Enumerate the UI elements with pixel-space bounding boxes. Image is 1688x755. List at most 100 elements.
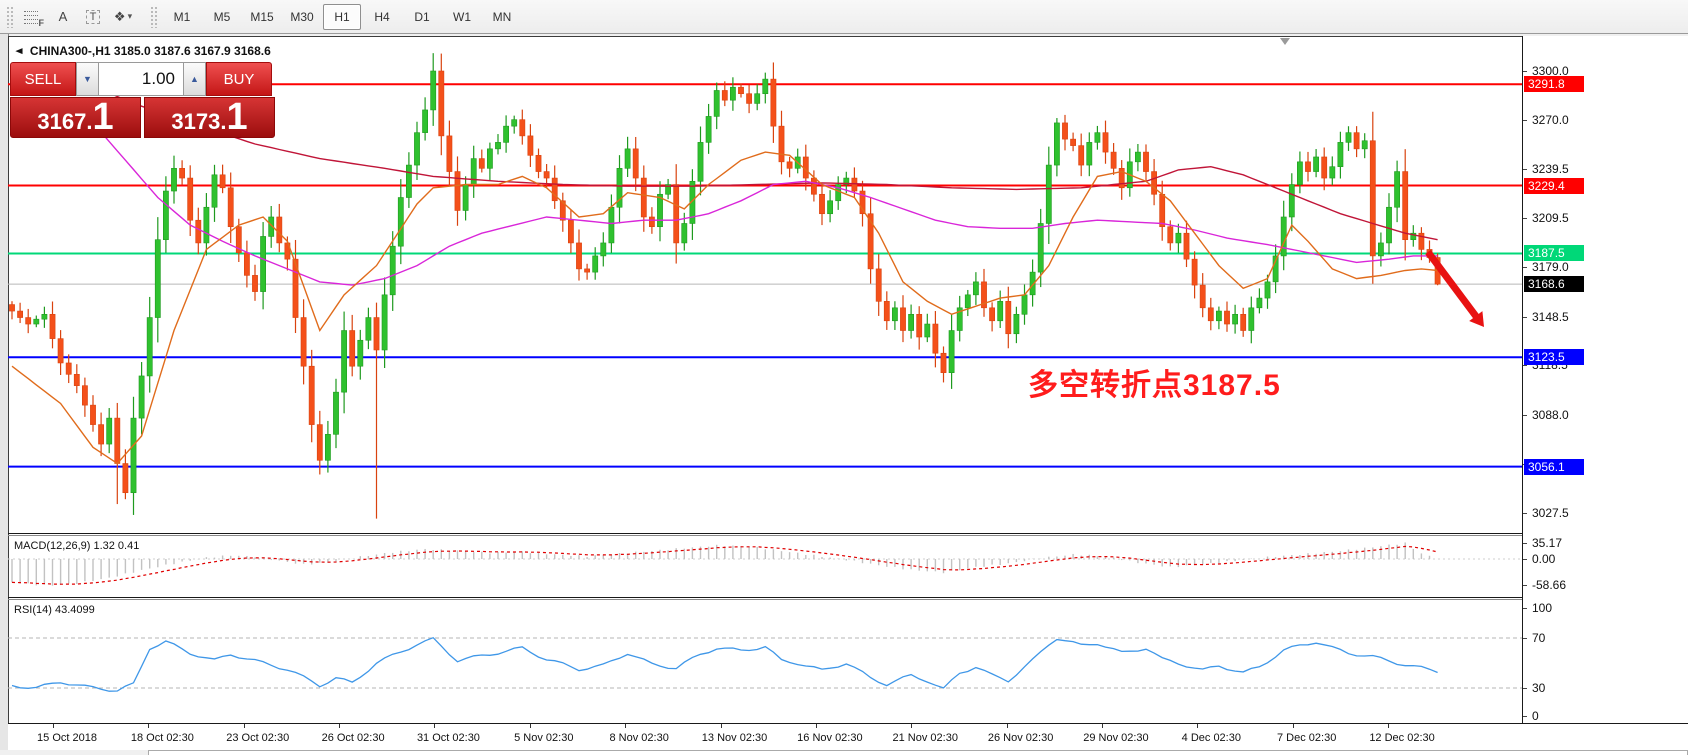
time-tick — [434, 724, 436, 728]
buy-button[interactable]: BUY — [206, 62, 272, 96]
sell-price-display[interactable]: 3167 . 1 — [10, 97, 141, 138]
time-label: 16 Nov 02:30 — [797, 732, 863, 744]
time-label: 26 Oct 02:30 — [321, 732, 385, 744]
price-badge-3187.5: 3187.5 — [1524, 245, 1584, 262]
price-tick-3027.5: 3027.5 — [1523, 506, 1688, 520]
time-tick — [1292, 724, 1294, 728]
trend-arrow-head[interactable] — [1469, 311, 1484, 327]
annotation-text: 多空转折点3187.5 — [1028, 369, 1281, 402]
chart-window[interactable] — [8, 36, 1687, 750]
time-tick — [815, 724, 817, 728]
rsi-tick-100: 100 — [1523, 601, 1688, 615]
price-tick-3179: 3179.0 — [1523, 260, 1688, 274]
timeframe-button-w1[interactable]: W1 — [453, 9, 471, 24]
time-tick — [911, 724, 913, 728]
time-tick — [1006, 724, 1008, 728]
time-tick — [243, 724, 245, 728]
rsi-tick-0: 0 — [1523, 709, 1688, 723]
timeframe-button-h4[interactable]: H4 — [374, 9, 390, 24]
price-badge-3291.8: 3291.8 — [1524, 76, 1584, 93]
panel-separator-shadow — [8, 599, 1688, 600]
text-label-tool-button[interactable]: T — [79, 4, 107, 30]
toolbar-grip[interactable] — [6, 5, 14, 28]
buy-price-display[interactable]: 3173 . 1 — [144, 97, 275, 138]
time-tick — [720, 724, 722, 728]
price-tick-3300: 3300.0 — [1523, 64, 1688, 78]
timeframe-button-m1[interactable]: M1 — [173, 9, 191, 24]
symbol-ohlc-text: CHINA300-,H1 3185.0 3187.6 3167.9 3168.6 — [29, 44, 271, 58]
timeframe-button-m15[interactable]: M15 — [250, 9, 274, 24]
toolbar-grip-2[interactable] — [150, 5, 158, 28]
price-badge-3123.5: 3123.5 — [1524, 349, 1584, 366]
time-label: 29 Nov 02:30 — [1083, 732, 1149, 744]
timeframe-button-h1[interactable]: H1 — [323, 3, 361, 30]
time-label: 4 Dec 02:30 — [1181, 732, 1241, 744]
chart-shift-marker[interactable] — [1280, 38, 1290, 45]
time-tick — [53, 724, 54, 728]
rsi-panel-canvas[interactable] — [8, 599, 1522, 722]
price-axis[interactable]: 3300.0 3270.0 3239.5 3209.5 3179.0 3148.5 3118… — [1523, 36, 1688, 723]
text-tool-button[interactable]: A — [49, 4, 77, 30]
volume-increase-button[interactable]: ▲ — [183, 62, 206, 96]
timeframe-button-m5[interactable]: M5 — [213, 9, 231, 24]
rsi-tick-30: 30 — [1523, 681, 1688, 695]
macd-tick--58.66: -58.66 — [1523, 578, 1688, 592]
price-axis-border — [1522, 36, 1523, 723]
trend-arrow-shaft[interactable] — [1425, 249, 1481, 322]
time-label: 5 Nov 02:30 — [514, 732, 574, 744]
timeframe-button-mn[interactable]: MN — [492, 9, 512, 24]
price-tick-3270: 3270.0 — [1523, 113, 1688, 127]
fibonacci-tool-button[interactable]: F — [19, 4, 47, 30]
bottom-strip — [0, 750, 1688, 755]
time-label: 23 Oct 02:30 — [226, 732, 290, 744]
time-tick — [1197, 724, 1199, 728]
toolbar: F A T ❖ ▾ M1 M5 M15 M30 H1 H4 D1 W1 MN — [0, 0, 1688, 34]
macd-panel-canvas[interactable] — [8, 535, 1522, 597]
panel-separator[interactable] — [8, 597, 1688, 598]
sell-button[interactable]: SELL — [10, 62, 76, 96]
time-label: 21 Nov 02:30 — [892, 732, 958, 744]
timeframe-button-m30[interactable]: M30 — [290, 9, 314, 24]
panel-separator[interactable] — [8, 533, 1688, 534]
time-label: 7 Dec 02:30 — [1277, 732, 1337, 744]
macd-tick-0.00: 0.00 — [1523, 552, 1688, 566]
panel-separator-shadow — [8, 535, 1688, 536]
macd-signal-line — [11, 545, 1438, 585]
symbol-quote-line: ◄ CHINA300-,H1 3185.0 3187.6 3167.9 3168… — [13, 44, 271, 58]
price-badge-3056.1: 3056.1 — [1524, 458, 1584, 475]
time-label: 15 Oct 2018 — [37, 732, 97, 744]
time-tick — [148, 724, 150, 728]
macd-label: MACD(12,26,9) 1.32 0.41 — [14, 540, 140, 552]
volume-input[interactable] — [99, 62, 183, 96]
chevron-down-icon: ▾ — [127, 11, 133, 21]
time-label: 18 Oct 02:30 — [130, 732, 194, 744]
timeframe-button-d1[interactable]: D1 — [414, 9, 430, 24]
candlesticks — [9, 53, 1441, 519]
volume-decrease-button[interactable]: ▼ — [76, 62, 99, 96]
text-label-icon: T — [85, 9, 101, 24]
fibonacci-icon: F — [24, 9, 44, 28]
time-label: 13 Nov 02:30 — [701, 732, 768, 744]
time-tick — [339, 724, 341, 728]
price-tick-3209.5: 3209.5 — [1523, 211, 1688, 225]
ma-fast-line — [11, 151, 1438, 465]
time-label: 26 Nov 02:30 — [987, 732, 1054, 744]
main-chart-canvas[interactable] — [8, 36, 1522, 533]
price-tick-3239.5: 3239.5 — [1523, 162, 1688, 176]
rsi-label: RSI(14) 43.4099 — [14, 604, 95, 616]
arrows-tool-button[interactable]: ❖ ▾ — [109, 4, 137, 30]
rsi-line — [11, 636, 1438, 692]
symbol-marker-icon: ◄ — [13, 45, 25, 57]
time-label: 12 Dec 02:30 — [1369, 732, 1435, 744]
time-axis[interactable]: 15 Oct 2018 18 Oct 02:30 23 Oct 02:30 26 Oc… — [8, 723, 1688, 750]
price-badge-3229.4: 3229.4 — [1524, 177, 1584, 194]
one-click-trade-panel: SELL ▼ ▲ BUY 3167 . 1 3173 . 1 — [10, 62, 276, 139]
price-tick-3088: 3088.0 — [1523, 408, 1688, 422]
ma-mid-line — [92, 122, 1438, 286]
text-icon: A — [58, 9, 68, 24]
price-tick-3148.5: 3148.5 — [1523, 310, 1688, 324]
time-tick — [625, 724, 627, 728]
timeframe-bar: M1 M5 M15 M30 H1 H4 D1 W1 MN — [162, 3, 522, 30]
ma-slow-line — [76, 78, 1438, 241]
